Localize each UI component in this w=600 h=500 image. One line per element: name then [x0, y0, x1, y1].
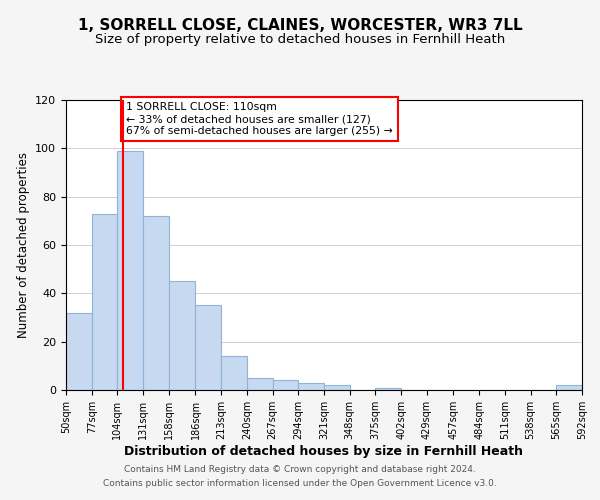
Bar — [324, 385, 350, 390]
Bar — [221, 356, 247, 390]
Bar — [143, 216, 169, 390]
Bar — [118, 151, 143, 390]
X-axis label: Distribution of detached houses by size in Fernhill Heath: Distribution of detached houses by size … — [125, 444, 523, 458]
Text: 1 SORRELL CLOSE: 110sqm
← 33% of detached houses are smaller (127)
67% of semi-d: 1 SORRELL CLOSE: 110sqm ← 33% of detache… — [126, 102, 393, 136]
Bar — [272, 380, 298, 390]
Bar — [298, 383, 324, 390]
Bar — [556, 385, 582, 390]
Bar — [92, 214, 118, 390]
Text: Size of property relative to detached houses in Fernhill Heath: Size of property relative to detached ho… — [95, 32, 505, 46]
Text: Contains HM Land Registry data © Crown copyright and database right 2024.
Contai: Contains HM Land Registry data © Crown c… — [103, 466, 497, 487]
Bar — [66, 312, 92, 390]
Bar — [247, 378, 272, 390]
Text: 1, SORRELL CLOSE, CLAINES, WORCESTER, WR3 7LL: 1, SORRELL CLOSE, CLAINES, WORCESTER, WR… — [77, 18, 523, 32]
Bar — [169, 281, 196, 390]
Bar — [196, 306, 221, 390]
Y-axis label: Number of detached properties: Number of detached properties — [17, 152, 29, 338]
Bar — [376, 388, 401, 390]
